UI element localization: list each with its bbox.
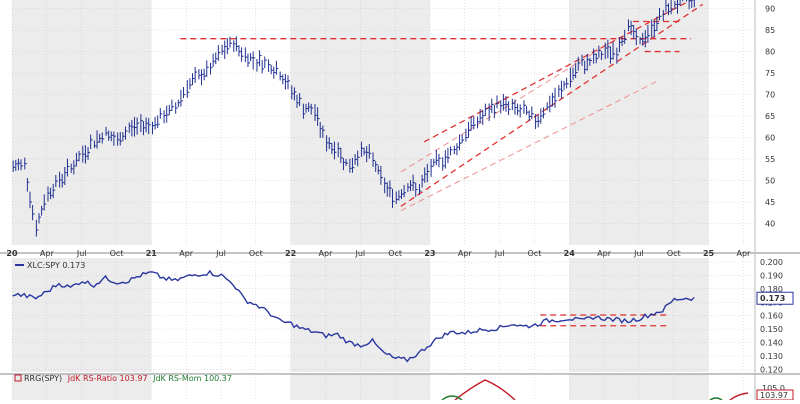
rs-ratio-line-end: [729, 392, 749, 401]
trendlines: [180, 0, 704, 327]
trendline-channel-light-upper: [400, 42, 611, 173]
x-tick-label: Apr: [179, 249, 194, 258]
year-band-2: [708, 374, 755, 400]
x-tick-label: Jul: [354, 249, 365, 258]
x-tick-label: Oct: [667, 249, 681, 258]
x-tick-label: Apr: [597, 249, 612, 258]
price-bars: [12, 0, 695, 237]
ratio-y-tick-label: 0.180: [760, 285, 783, 294]
rs-ratio-line: [454, 379, 516, 401]
ratio-series-line: [12, 269, 695, 363]
x-tick-label: 25: [703, 249, 715, 258]
ratio-last-value: 0.173: [760, 294, 785, 303]
x-tick-label: 24: [564, 249, 576, 258]
x-tick-label: 21: [146, 249, 158, 258]
rrg-legend-prefix: RRG(SPY): [24, 374, 62, 383]
gridlines: [11, 0, 755, 400]
x-tick-label: 20: [6, 249, 18, 258]
year-band-1: [708, 258, 755, 372]
rrg-y-tick-label: 105.0: [762, 384, 785, 393]
price-y-tick-label: 55: [765, 155, 775, 164]
x-tick-label: Apr: [319, 249, 334, 258]
x-tick-label: Oct: [110, 249, 124, 258]
price-y-tick-label: 85: [765, 26, 775, 35]
year-band-0: [708, 0, 755, 245]
ratio-y-tick-label: 0.130: [760, 352, 783, 361]
price-y-tick-label: 65: [765, 112, 775, 121]
ratio-legend-label: XLC:SPY 0.173: [27, 261, 85, 270]
ratio-y-tick-label: 0.190: [760, 271, 783, 280]
x-tick-label: 23: [424, 249, 435, 258]
rs-mom-line: [441, 395, 463, 401]
ratio-y-tick-label: 0.160: [760, 312, 783, 321]
rrg-last-value: 103.97: [760, 391, 788, 400]
x-tick-label: Oct: [388, 249, 402, 258]
price-y-tick-label: 80: [765, 48, 775, 57]
rrg-legend-swatch: [14, 374, 22, 382]
price-y-tick-label: 40: [765, 220, 775, 229]
price-y-tick-label: 60: [765, 134, 775, 143]
rrg-mom-legend: JdK RS-Mom 100.37: [152, 374, 232, 383]
trendline-channel-upper: [423, 0, 692, 143]
x-tick-label: Apr: [736, 249, 751, 258]
price-y-tick-label: 50: [765, 177, 775, 186]
price-y-tick-label: 70: [765, 91, 775, 100]
x-tick-label: Jul: [215, 249, 226, 258]
ratio-last-value-box: [756, 291, 794, 305]
ratio-y-tick-label: 0.200: [760, 258, 783, 267]
rrg-ratio-legend: JdK RS-Ratio 103.97: [67, 374, 148, 383]
x-tick-label: 22: [285, 249, 296, 258]
x-tick-label: Jul: [633, 249, 644, 258]
x-tick-label: Apr: [40, 249, 55, 258]
rs-mom-line-end: [709, 397, 723, 401]
ratio-y-tick-label: 0.150: [760, 325, 783, 334]
x-tick-label: Oct: [528, 249, 542, 258]
price-y-tick-label: 90: [765, 5, 775, 14]
ratio-y-tick-label: 0.120: [760, 365, 783, 374]
x-tick-label: Jul: [494, 249, 505, 258]
x-tick-label: Oct: [249, 249, 263, 258]
price-y-tick-label: 45: [765, 198, 775, 207]
rrg-lines: [441, 379, 749, 401]
ratio-y-tick-label: 0.140: [760, 338, 783, 347]
price-y-tick-label: 75: [765, 69, 775, 78]
x-tick-label: Jul: [76, 249, 87, 258]
svg-text:RRG(SPY) JdK RS-Ratio: RRG(SPY) JdK RS-Ratio 103.97 JdK RS-Mom …: [24, 374, 232, 383]
ratio-line: [12, 269, 695, 363]
x-tick-label: Apr: [458, 249, 473, 258]
trendline-channel-light-lower: [400, 81, 657, 212]
axis-labels: 20 Apr Jul Oct 21 Apr Jul Oct 22 Apr Jul Oct 23 Apr Ju…: [6, 5, 794, 401]
legends: XLC:SPY 0.173 RRG(SPY) JdK RS-Ratio 103.…: [14, 261, 232, 383]
trendline-channel-lower: [400, 3, 704, 207]
